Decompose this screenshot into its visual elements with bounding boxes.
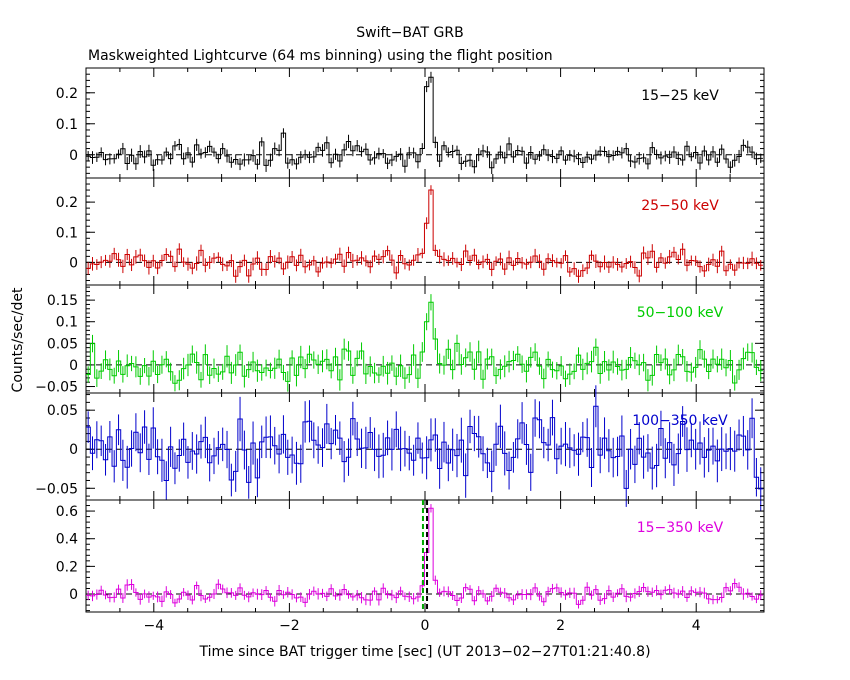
band-label: 25−50 keV xyxy=(641,198,719,214)
panel-5: 0 0.2 0.4 0.6 15−350 keV −4 −2 0 2 4 xyxy=(56,499,765,634)
x-axis-label: Time since BAT trigger time [sec] (UT 20… xyxy=(198,644,650,660)
y-tick-label: −0.05 xyxy=(35,481,78,497)
x-tick-label: −4 xyxy=(143,618,164,634)
y-tick-label: 0.05 xyxy=(47,336,78,352)
y-tick-label: 0.1 xyxy=(56,315,78,331)
panel-1: 0 0.1 0.2 15−25 keV xyxy=(56,67,765,179)
panel-2: 0 0.1 0.2 25−50 keV xyxy=(56,177,765,286)
y-axis-label: Counts/sec/det xyxy=(10,287,26,392)
band-label: 15−25 keV xyxy=(641,88,719,104)
chart-title: Swift−BAT GRB xyxy=(356,25,463,41)
y-tick-label: −0.05 xyxy=(35,380,78,396)
y-tick-label: 0 xyxy=(69,148,78,164)
band-label: 50−100 keV xyxy=(637,305,724,321)
chart-subtitle: Maskweighted Lightcurve (64 ms binning) … xyxy=(88,48,553,64)
x-tick-label: 2 xyxy=(556,618,565,634)
y-tick-label: 0.6 xyxy=(56,504,78,520)
y-tick-label: 0 xyxy=(69,442,78,458)
lightcurve-line xyxy=(86,507,763,605)
lightcurve-line xyxy=(86,301,763,384)
y-tick-label: 0.4 xyxy=(56,532,78,548)
y-tick-label: 0.2 xyxy=(56,195,78,211)
y-tick-label: 0 xyxy=(69,255,78,271)
y-tick-label: 0 xyxy=(69,587,78,603)
x-tick-label: 0 xyxy=(421,618,430,634)
y-tick-label: 0.1 xyxy=(56,117,78,133)
y-tick-label: 0.2 xyxy=(56,559,78,575)
panel-frame xyxy=(85,67,765,179)
y-tick-label: 0.15 xyxy=(47,293,78,309)
y-tick-label: 0.2 xyxy=(56,86,78,102)
band-label: 15−350 keV xyxy=(637,520,724,536)
panel-3: −0.05 0 0.05 0.1 0.15 50−100 keV xyxy=(35,284,765,396)
lightcurve-line xyxy=(86,76,763,169)
lightcurve-line xyxy=(86,189,763,277)
panel-4: −0.05 0 0.05 100−350 keV xyxy=(35,385,765,511)
band-label: 100−350 keV xyxy=(632,413,728,429)
panels-group: 0 0.1 0.2 15−25 keV 0 0.1 0.2 25−50 keV −0.05 0 0.… xyxy=(35,67,765,634)
y-tick-label: 0.1 xyxy=(56,225,78,241)
lightcurve-line xyxy=(86,405,763,490)
x-tick-label: 4 xyxy=(692,618,701,634)
panel-frame xyxy=(85,284,765,394)
y-tick-label: 0 xyxy=(69,358,78,374)
x-tick-label: −2 xyxy=(279,618,300,634)
y-tick-label: 0.05 xyxy=(47,403,78,419)
